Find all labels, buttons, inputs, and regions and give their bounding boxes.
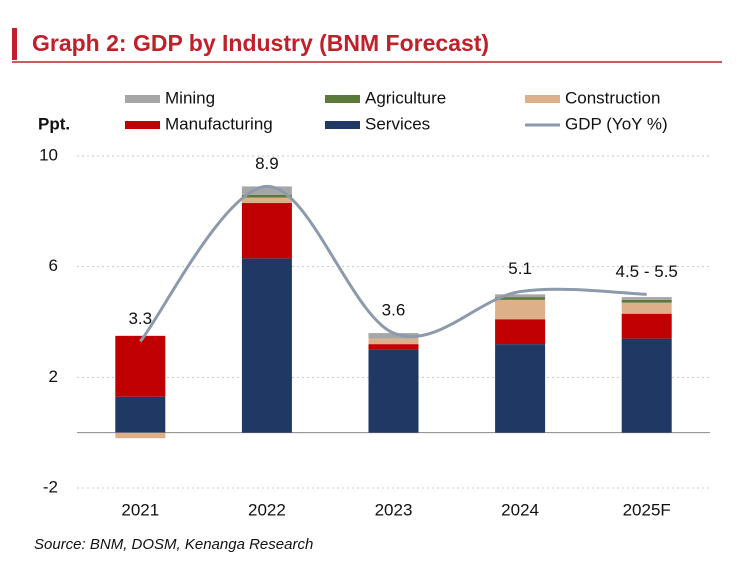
data-label: 3.6: [382, 301, 406, 320]
legend-label: Services: [365, 114, 430, 133]
bar-segment: [621, 338, 672, 433]
y-tick-label: 10: [39, 145, 58, 164]
bar-segment: [115, 432, 166, 439]
legend-swatch: [525, 95, 560, 103]
x-tick-label: 2023: [375, 500, 413, 519]
data-label: 4.5 - 5.5: [616, 262, 678, 281]
y-tick-label: -2: [43, 477, 58, 496]
source: Source: BNM, DOSM, Kenanga Research: [34, 536, 313, 553]
bar-segment: [115, 335, 166, 397]
x-tick-label: 2024: [501, 500, 539, 519]
y-axis-label: Ppt.: [38, 114, 70, 133]
data-label: 3.3: [128, 309, 152, 328]
y-tick-label: 6: [49, 256, 58, 275]
bar-segment: [368, 333, 419, 339]
bar-segment: [495, 299, 546, 320]
bar-segment: [241, 258, 292, 433]
data-label: 8.9: [255, 154, 279, 173]
bar-segment: [621, 313, 672, 339]
legend-swatch: [325, 95, 360, 103]
bar-segment: [495, 294, 546, 298]
legend-label: GDP (YoY %): [565, 114, 668, 133]
legend-swatch: [125, 95, 160, 103]
bar-segment: [621, 302, 672, 314]
legend-label: Manufacturing: [165, 114, 273, 133]
gdp-line: [139, 184, 647, 343]
bar-segment: [115, 396, 166, 433]
y-tick-label: 2: [49, 367, 58, 386]
legend-label: Mining: [165, 88, 215, 107]
title-accent: [12, 28, 17, 60]
legend-swatch: [125, 121, 160, 129]
bar-segment: [495, 319, 546, 345]
x-tick-label: 2021: [121, 500, 159, 519]
data-label: 5.1: [508, 259, 532, 278]
legend-label: Construction: [565, 88, 660, 107]
x-tick-label: 2025F: [623, 500, 671, 519]
bar-segment: [241, 186, 292, 195]
bar-segment: [621, 297, 672, 300]
bar-segment: [241, 197, 292, 204]
bar-segment: [368, 344, 419, 350]
x-tick-label: 2022: [248, 500, 286, 519]
bar-segment: [495, 344, 546, 433]
bar-segment: [495, 297, 546, 300]
legend-swatch: [325, 121, 360, 129]
chart-title: Graph 2: GDP by Industry (BNM Forecast): [32, 30, 489, 56]
bar-segment: [621, 299, 672, 303]
bar-segment: [368, 338, 419, 345]
bar-segment: [241, 203, 292, 259]
bar-segment: [241, 194, 292, 198]
bar-segment: [368, 349, 419, 433]
legend-label: Agriculture: [365, 88, 446, 107]
